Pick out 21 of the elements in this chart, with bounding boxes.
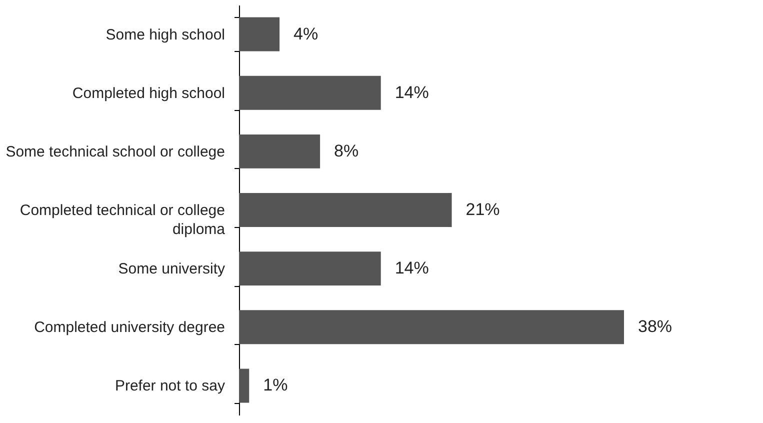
data-label: 21% bbox=[466, 200, 500, 219]
bar bbox=[239, 134, 320, 168]
data-label: 14% bbox=[394, 258, 429, 278]
bar bbox=[239, 76, 381, 110]
y-tick-label: Some technical school or college bbox=[6, 143, 225, 160]
data-label: 14% bbox=[394, 82, 429, 102]
y-tick-label: Completed high school bbox=[72, 84, 225, 102]
bar bbox=[239, 193, 452, 227]
y-tick-label: Prefer not to say bbox=[114, 378, 226, 395]
data-label: 1% bbox=[263, 376, 288, 395]
data-label: 8% bbox=[334, 141, 359, 160]
y-tick-label: Completed university degree bbox=[34, 319, 225, 336]
bar bbox=[239, 368, 250, 403]
data-label: 4% bbox=[294, 24, 318, 44]
bar bbox=[239, 17, 280, 52]
y-tick-label: Some university bbox=[118, 260, 226, 278]
y-tick-label: Completed technical or college diploma bbox=[20, 202, 226, 238]
bar bbox=[239, 252, 381, 286]
y-tick-label: Some high school bbox=[106, 26, 225, 44]
bar bbox=[239, 310, 624, 344]
data-label: 38% bbox=[638, 317, 672, 336]
